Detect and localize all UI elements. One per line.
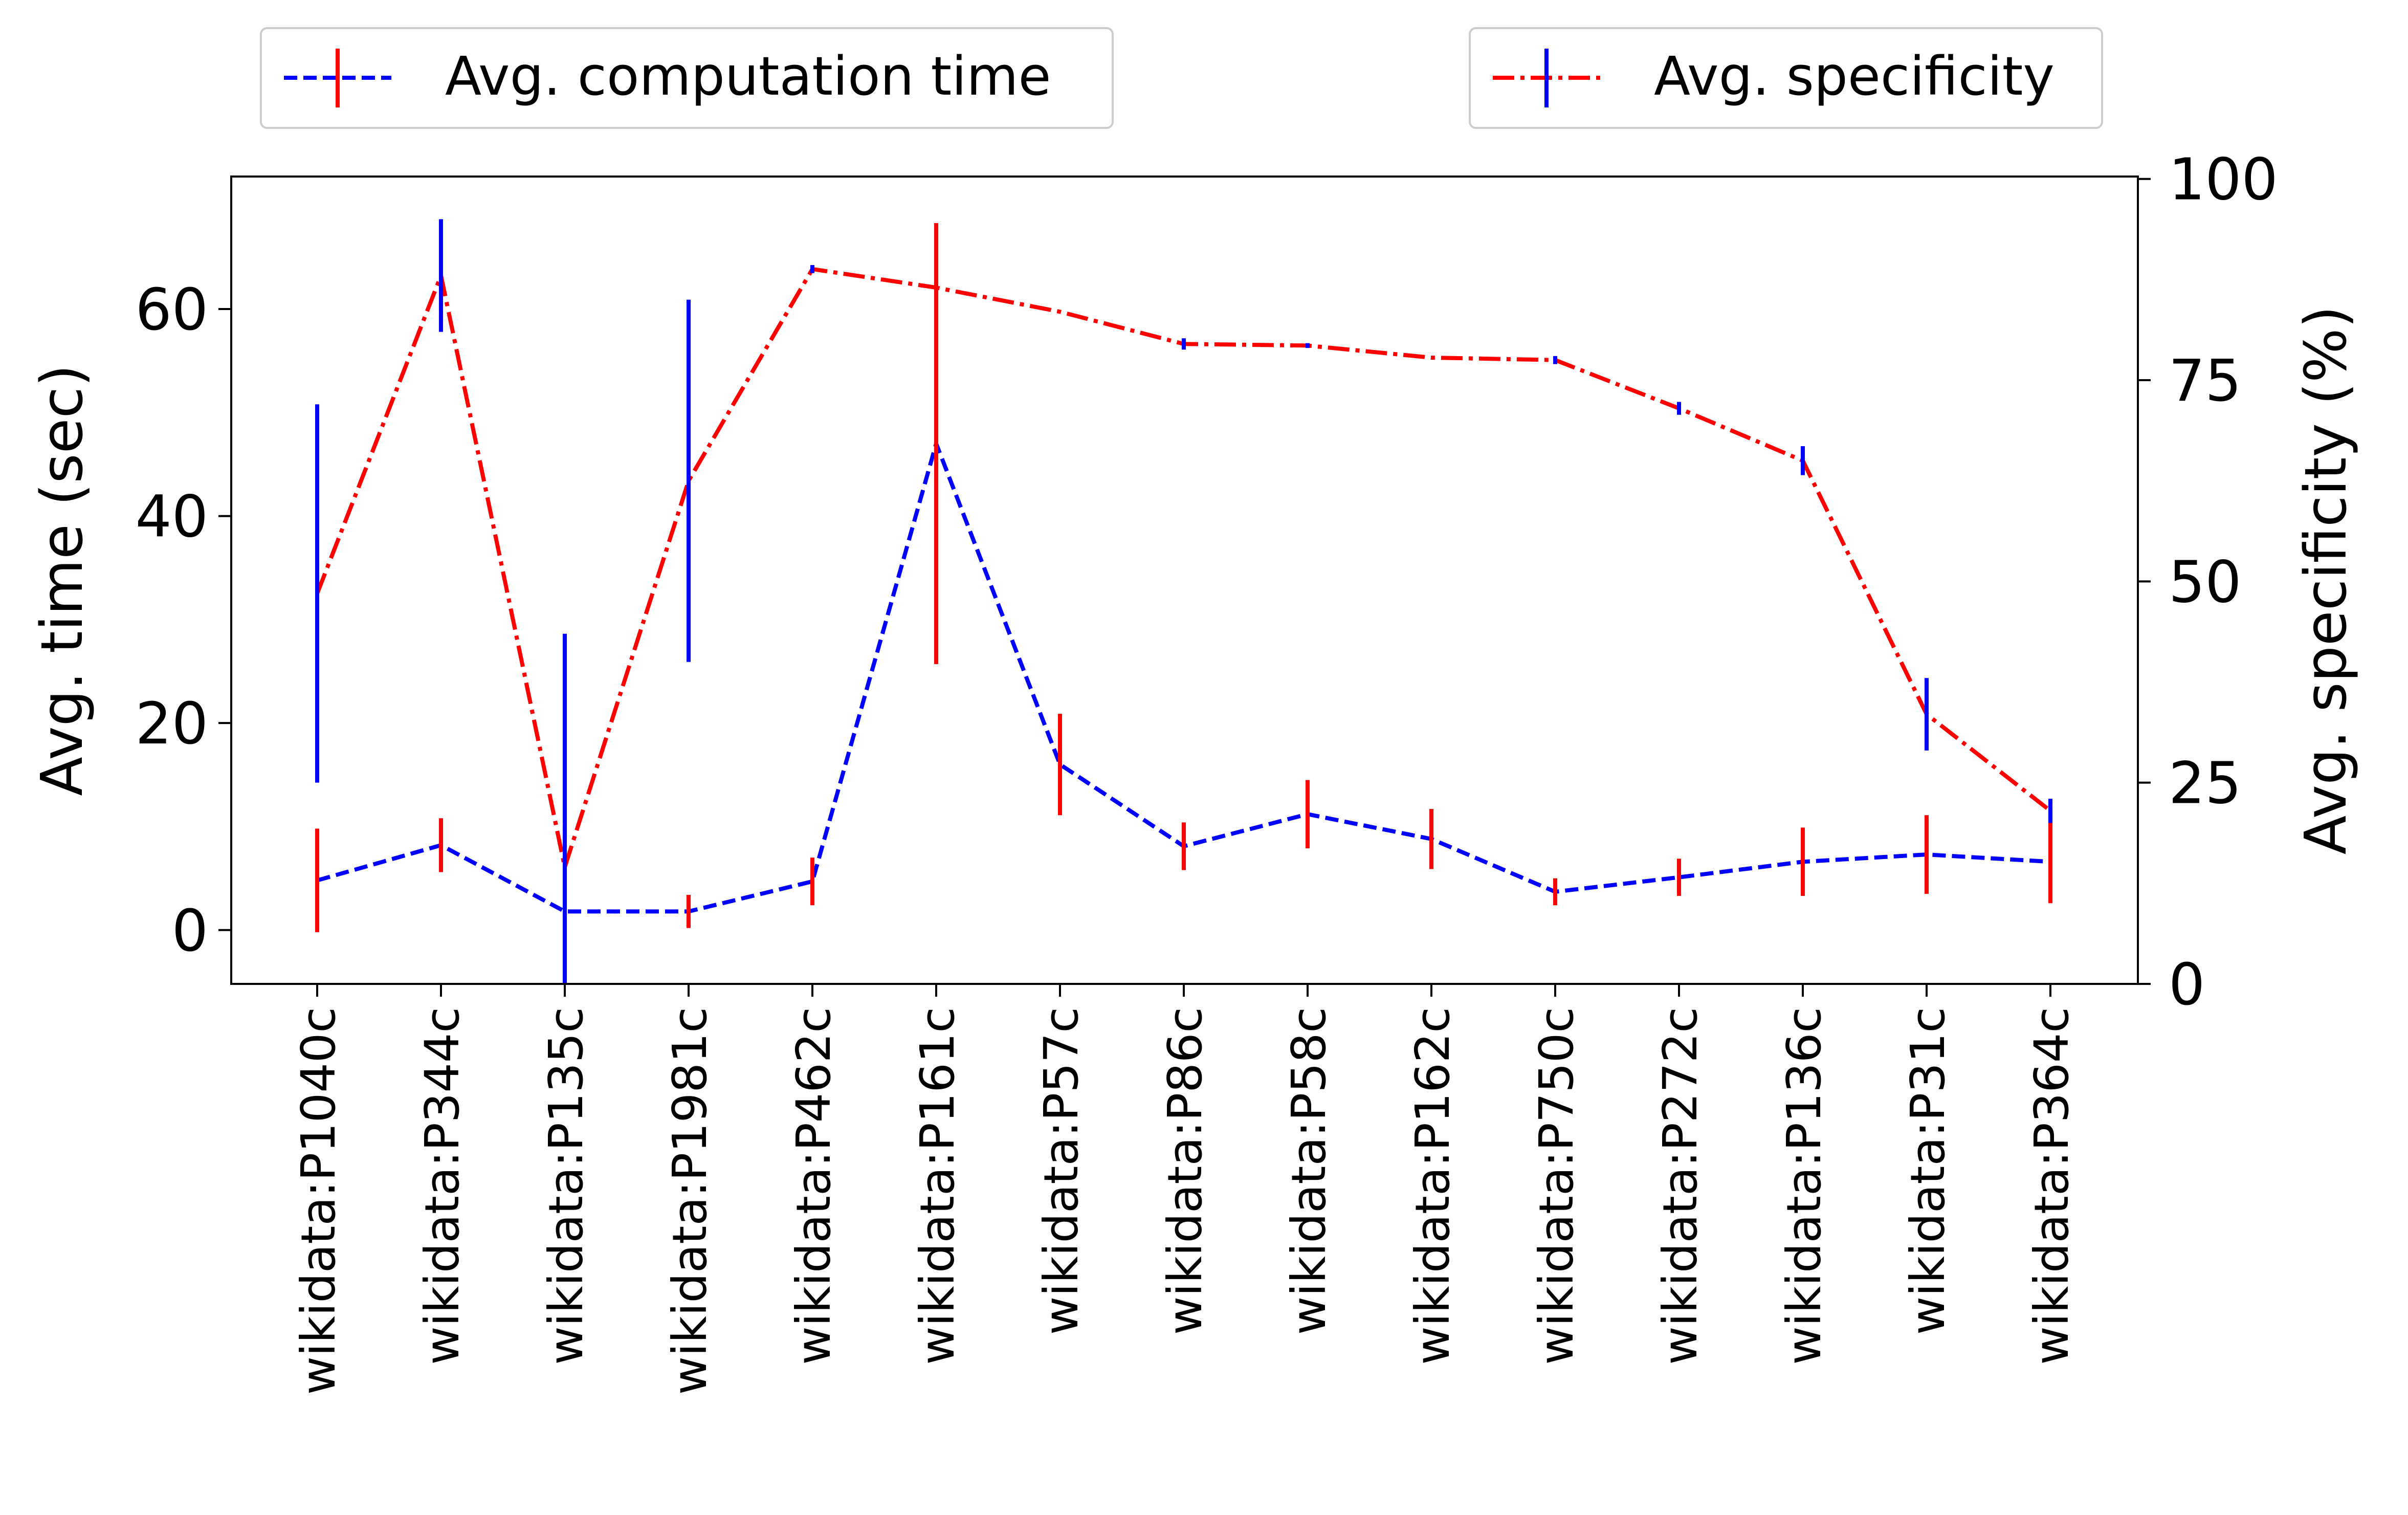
left-axis-label: Avg. time (sec) bbox=[29, 364, 96, 796]
right-y-tick-label: 0 bbox=[2169, 952, 2205, 1018]
left-y-tick-label: 60 bbox=[135, 277, 208, 343]
legend-box-1 bbox=[1469, 27, 2103, 129]
x-tick-label: wikidata:P750c bbox=[1529, 1007, 1584, 1365]
right-y-tick-label: 50 bbox=[2169, 549, 2242, 616]
legend-label-1: Avg. specificity bbox=[1654, 45, 2054, 107]
left-y-tick-label: 0 bbox=[172, 898, 208, 964]
x-tick-label: wikidata:P162c bbox=[1405, 1007, 1460, 1365]
x-tick-label: wikidata:P136c bbox=[1777, 1007, 1831, 1365]
series-layer bbox=[315, 219, 2052, 984]
x-tick-label: wikidata:P58c bbox=[1282, 1007, 1336, 1335]
x-tick-label: wikidata:P344c bbox=[415, 1007, 470, 1365]
right-y-tick-label: 100 bbox=[2169, 147, 2278, 213]
x-tick-label: wikidata:P272c bbox=[1653, 1007, 1708, 1365]
series-line-1 bbox=[315, 267, 2052, 875]
x-tick-label: wikidata:P161c bbox=[910, 1007, 965, 1365]
x-tick-label: wikidata:P1981c bbox=[662, 1007, 717, 1395]
legend-box-0 bbox=[260, 27, 1114, 129]
right-y-tick-label: 25 bbox=[2169, 751, 2242, 817]
legend-layer: Avg. computation time Avg. specificity bbox=[260, 27, 2103, 129]
legend-label-0: Avg. computation time bbox=[445, 45, 1051, 107]
x-tick-label: wikidata:P1040c bbox=[291, 1007, 346, 1395]
right-y-tick-label: 75 bbox=[2169, 348, 2242, 414]
axis-layer: 0 20 40 60 0 25 50 75 100 wikidata:P1040c wikidata… bbox=[135, 147, 2278, 1395]
right-axis-label: Avg. specificity (%) bbox=[2293, 306, 2359, 855]
x-tick-label: wikidata:P86c bbox=[1158, 1007, 1212, 1335]
left-y-tick-label: 20 bbox=[135, 691, 208, 757]
x-tick-label: wikidata:P31c bbox=[1901, 1007, 1955, 1335]
x-tick-label: wikidata:P57c bbox=[1034, 1007, 1089, 1335]
x-tick-label: wikidata:P135c bbox=[539, 1007, 593, 1365]
x-tick-label: wikidata:P462c bbox=[786, 1007, 841, 1365]
left-y-tick-label: 40 bbox=[135, 484, 208, 551]
x-tick-label: wikidata:P364c bbox=[2024, 1007, 2079, 1365]
